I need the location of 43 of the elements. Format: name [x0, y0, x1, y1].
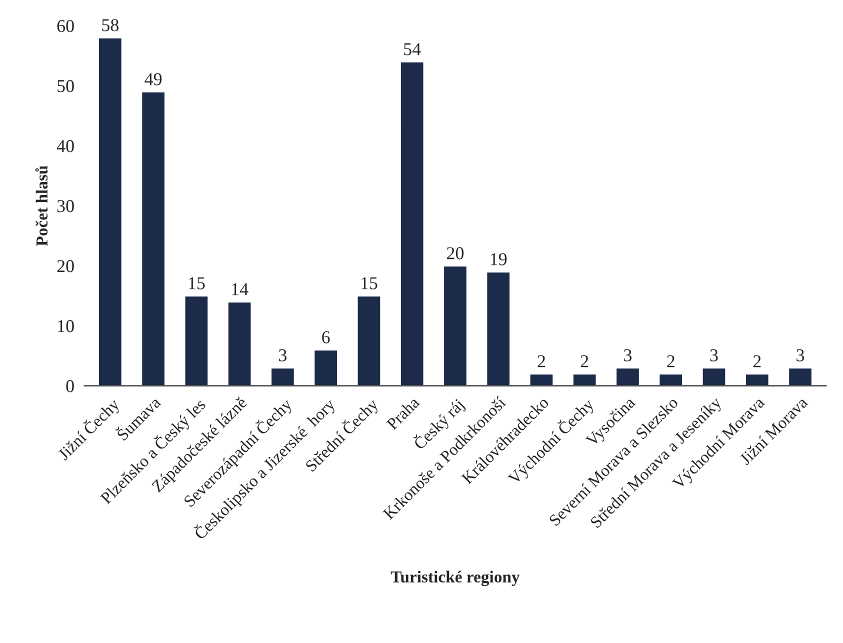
- bar: [184, 295, 209, 386]
- bar: [701, 367, 727, 386]
- y-axis-title: Počet hlasů: [35, 166, 48, 246]
- data-label: 2: [753, 355, 761, 368]
- data-label: 15: [362, 277, 378, 290]
- bar: [528, 373, 554, 386]
- bar: [788, 367, 813, 386]
- bar: [140, 91, 166, 386]
- data-label: 20: [446, 247, 464, 260]
- y-tick-label: 30: [57, 200, 74, 212]
- y-tick-label: 10: [58, 320, 74, 332]
- y-tick-label: 20: [57, 260, 74, 272]
- bar: [227, 301, 252, 386]
- bar: [744, 373, 770, 386]
- data-label: 2: [538, 355, 545, 368]
- data-label: 6: [322, 331, 330, 344]
- bar: [400, 61, 425, 386]
- data-label: 15: [189, 277, 205, 290]
- y-tick-label: 60: [57, 20, 74, 32]
- data-label: 14: [232, 283, 248, 296]
- bar: [270, 367, 296, 386]
- bar: [615, 367, 640, 386]
- data-label: 19: [490, 253, 507, 266]
- bar: [98, 37, 123, 386]
- data-label: 3: [624, 349, 632, 362]
- data-label: 3: [279, 349, 287, 362]
- bar: [572, 373, 598, 386]
- x-axis-title: Turistické regiony: [390, 570, 520, 586]
- bar: [313, 349, 338, 386]
- data-label: 3: [796, 349, 804, 362]
- data-label: 2: [580, 355, 588, 368]
- data-label: 58: [102, 19, 119, 32]
- bar: [486, 271, 511, 386]
- y-tick-label: 0: [66, 380, 74, 392]
- bar: [658, 373, 684, 386]
- y-tick-label: 40: [56, 140, 74, 152]
- y-tick-label: 50: [58, 80, 74, 92]
- bar: [442, 265, 468, 386]
- data-label: 54: [404, 43, 421, 56]
- data-label: 2: [667, 355, 674, 368]
- data-label: 3: [710, 349, 718, 362]
- bar: [356, 295, 382, 386]
- data-label: 49: [144, 73, 162, 86]
